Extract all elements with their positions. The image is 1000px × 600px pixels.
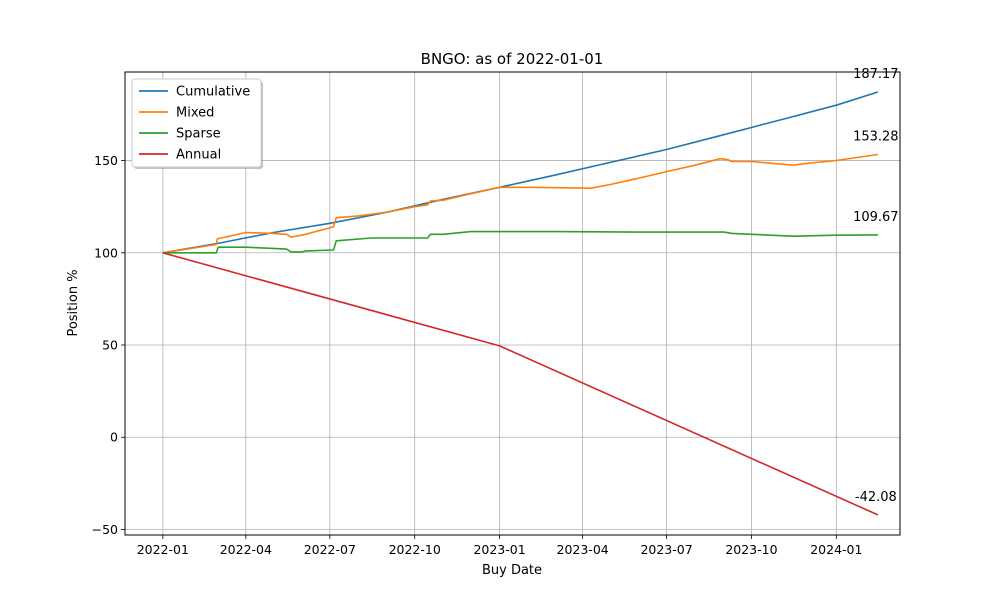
legend-entry-cumulative: Cumulative bbox=[176, 85, 250, 100]
legend-entry-mixed: Mixed bbox=[176, 106, 214, 121]
series-lines bbox=[162, 91, 879, 516]
y-tick-label: 50 bbox=[102, 338, 118, 353]
x-tick-label: 2023-07 bbox=[640, 542, 692, 557]
chart-title: BNGO: as of 2022-01-01 bbox=[421, 50, 604, 68]
end-value-label-cumulative: 187.17 bbox=[853, 67, 899, 82]
x-tick-label: 2023-01 bbox=[473, 542, 525, 557]
end-value-labels: 187.17 153.28 109.67 -42.08 bbox=[853, 67, 899, 505]
y-tick-label: 0 bbox=[110, 430, 118, 445]
y-tick-label: 150 bbox=[94, 153, 118, 168]
y-axis-label: Position % bbox=[66, 269, 81, 336]
x-tick-label: 2023-04 bbox=[557, 542, 609, 557]
x-tick-label: 2024-01 bbox=[810, 542, 862, 557]
legend-entry-annual: Annual bbox=[176, 148, 221, 163]
series-line-mixed bbox=[162, 153, 879, 254]
plot-frame bbox=[124, 71, 901, 536]
x-tick-label: 2022-10 bbox=[389, 542, 441, 557]
series-line-sparse bbox=[162, 230, 878, 254]
x-axis-label: Buy Date bbox=[482, 563, 542, 578]
x-tick-label: 2022-04 bbox=[220, 542, 272, 557]
end-value-label-mixed: 153.28 bbox=[853, 129, 899, 144]
x-tick-label: 2022-07 bbox=[304, 542, 356, 557]
legend-entry-sparse: Sparse bbox=[176, 127, 221, 142]
legend: Cumulative Mixed Sparse Annual bbox=[131, 78, 263, 169]
y-tick-label: 100 bbox=[94, 245, 118, 260]
end-value-label-annual: -42.08 bbox=[855, 490, 897, 505]
end-value-label-sparse: 109.67 bbox=[853, 210, 899, 225]
grid-lines bbox=[125, 72, 900, 535]
x-tick-label: 2022-01 bbox=[137, 542, 189, 557]
y-tick-label: −50 bbox=[92, 522, 118, 537]
axis-ticks: 2022-01 2022-04 2022-07 2022-10 2023-01 2023-… bbox=[92, 153, 863, 557]
series-line-annual bbox=[162, 252, 879, 516]
legend-box bbox=[131, 78, 262, 168]
series-line-cumulative bbox=[162, 91, 879, 254]
x-tick-label: 2023-10 bbox=[725, 542, 777, 557]
